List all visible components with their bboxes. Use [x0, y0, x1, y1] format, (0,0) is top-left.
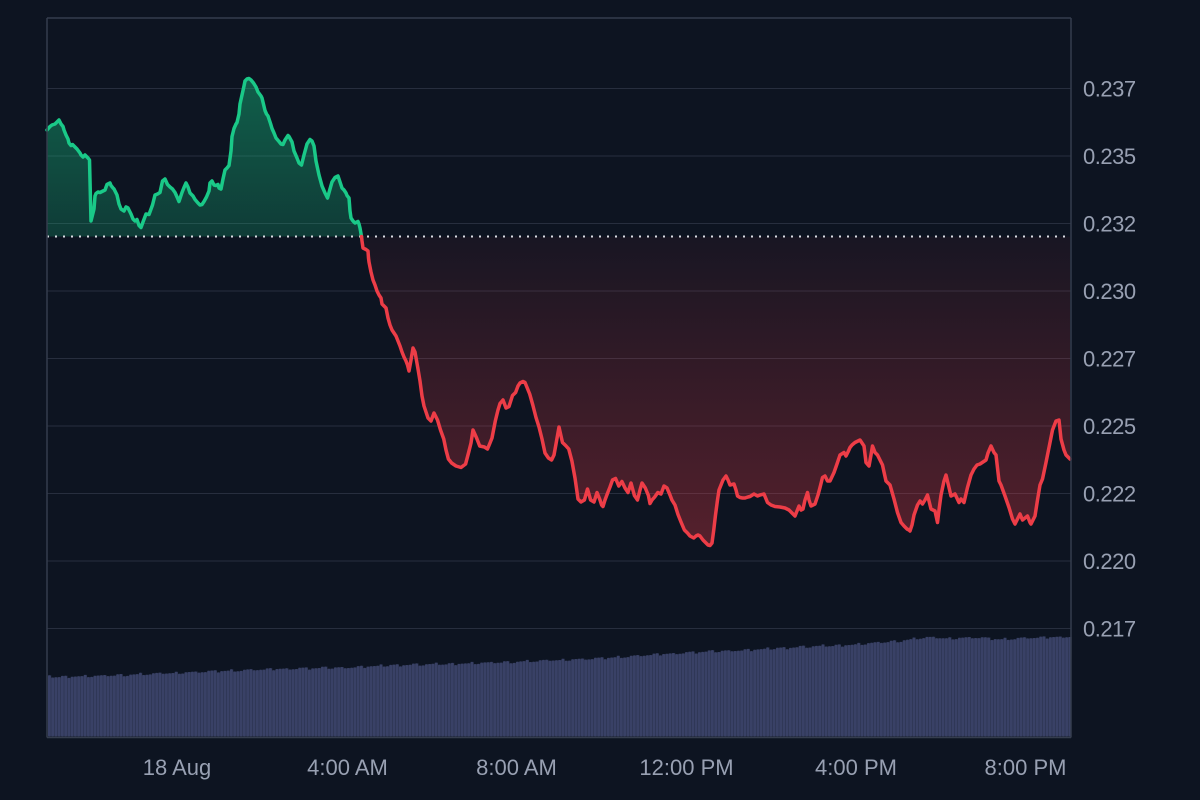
svg-text:0.222: 0.222 — [1083, 482, 1136, 507]
svg-text:0.220: 0.220 — [1083, 549, 1136, 574]
svg-text:4:00 AM: 4:00 AM — [307, 755, 388, 780]
svg-text:0.232: 0.232 — [1083, 212, 1136, 237]
svg-text:0.217: 0.217 — [1083, 617, 1136, 642]
svg-text:0.237: 0.237 — [1083, 77, 1136, 102]
svg-text:0.235: 0.235 — [1083, 144, 1136, 169]
svg-text:8:00 PM: 8:00 PM — [985, 755, 1067, 780]
svg-text:0.227: 0.227 — [1083, 347, 1136, 372]
svg-text:12:00 PM: 12:00 PM — [639, 755, 733, 780]
svg-text:4:00 PM: 4:00 PM — [815, 755, 897, 780]
svg-text:8:00 AM: 8:00 AM — [476, 755, 557, 780]
svg-text:0.230: 0.230 — [1083, 279, 1136, 304]
svg-text:0.225: 0.225 — [1083, 414, 1136, 439]
svg-text:18 Aug: 18 Aug — [143, 755, 212, 780]
